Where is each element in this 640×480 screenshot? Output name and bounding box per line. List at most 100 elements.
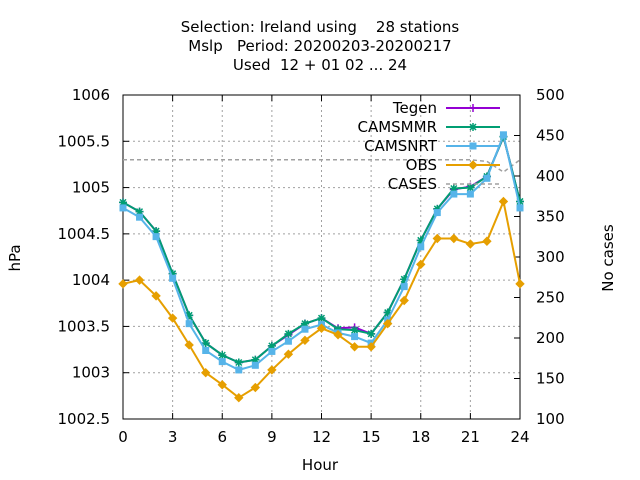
- data-point-camsmmr: [152, 227, 161, 236]
- data-point-camsnrt: [152, 233, 160, 241]
- data-point-camsmmr: [317, 314, 326, 323]
- y2-tick-label: 200: [536, 329, 565, 347]
- data-point-camsnrt: [450, 190, 458, 198]
- data-point-obs: [201, 368, 211, 378]
- x-tick-label: 0: [118, 428, 128, 446]
- data-point-obs: [118, 279, 128, 289]
- data-point-camsnrt: [119, 204, 127, 212]
- data-point-camsmmr: [466, 183, 475, 192]
- y2-tick-label: 150: [536, 370, 565, 388]
- data-point-camsnrt: [169, 274, 177, 282]
- x-tick-label: 18: [411, 428, 430, 446]
- data-point-obs: [316, 323, 327, 333]
- data-point-camsnrt: [218, 358, 226, 366]
- data-point-camsmmr: [119, 198, 127, 207]
- y2-axis-label: No cases: [599, 224, 617, 292]
- y2-tick-label: 300: [536, 248, 565, 266]
- title-line-3: Used 12 + 01 02 ... 24: [233, 56, 407, 74]
- data-point-camsmmr: [168, 269, 177, 278]
- axes: [122, 94, 521, 420]
- data-point-camsmmr: [449, 184, 458, 193]
- y2-tick-label: 250: [536, 289, 565, 307]
- x-tick-label: 15: [362, 428, 381, 446]
- legend-item-camsnrt: CAMSNRT: [364, 137, 500, 155]
- y-tick-label: 1003: [72, 364, 110, 382]
- series: [118, 131, 525, 403]
- chart-title: Selection: Ireland using 28 stations Msl…: [181, 18, 460, 74]
- data-point-camsnrt: [202, 346, 210, 354]
- data-point-camsnrt: [301, 325, 309, 333]
- data-point-obs: [482, 236, 492, 246]
- data-point-obs: [465, 239, 476, 249]
- title-line-2: Mslp Period: 20200203-20200217: [188, 37, 451, 55]
- data-point-camsmmr: [201, 339, 210, 348]
- data-point-camsmmr: [433, 204, 442, 213]
- legend-label-camsmmr: CAMSMMR: [357, 118, 437, 136]
- data-point-obs: [366, 342, 376, 352]
- data-point-camsmmr: [218, 351, 227, 360]
- data-point-obs: [498, 196, 509, 207]
- data-point-obs: [184, 340, 194, 350]
- y2-tick-label: 450: [536, 127, 565, 145]
- series-line-cases: [123, 159, 521, 173]
- legend-marker-camsnrt: [469, 142, 477, 150]
- y2-tick-label: 500: [536, 86, 565, 104]
- x-tick-label: 12: [312, 428, 331, 446]
- legend-item-tegen: Tegen: [392, 99, 500, 117]
- data-point-obs: [449, 233, 459, 244]
- y-tick-label: 1004.5: [58, 225, 111, 243]
- data-point-camsmmr: [367, 329, 376, 338]
- data-point-obs: [283, 349, 294, 359]
- title-line-1: Selection: Ireland using 28 stations: [181, 18, 460, 36]
- data-point-camsnrt: [400, 283, 408, 291]
- data-point-obs: [250, 382, 261, 393]
- data-point-camsmmr: [350, 326, 359, 335]
- data-point-camsmmr: [135, 207, 144, 216]
- x-tick-label: 9: [267, 428, 277, 446]
- data-point-obs: [515, 279, 525, 289]
- series-obs: [118, 196, 525, 403]
- y2-tick-label: 350: [536, 208, 565, 226]
- legend-marker-obs: [468, 160, 478, 170]
- legend-item-cases: CASES: [388, 175, 500, 193]
- data-point-camsmmr: [334, 325, 343, 334]
- data-point-obs: [432, 233, 442, 244]
- y-tick-label: 1004: [72, 271, 110, 289]
- grid: [123, 95, 520, 419]
- data-point-obs: [234, 393, 244, 403]
- data-point-camsnrt: [499, 131, 507, 139]
- y2-tick-label: 100: [536, 410, 565, 428]
- data-point-obs: [300, 335, 310, 346]
- data-point-obs: [217, 380, 227, 390]
- data-point-camsmmr: [516, 197, 524, 206]
- y-tick-label: 1005.5: [58, 132, 111, 150]
- legend-label-camsnrt: CAMSNRT: [364, 137, 438, 155]
- data-point-camsnrt: [417, 243, 425, 251]
- legend-marker-camsmmr: [469, 123, 477, 131]
- data-point-obs: [134, 275, 145, 285]
- legend-item-obs: OBS: [406, 156, 500, 174]
- data-point-obs: [151, 291, 161, 301]
- y-tick-label: 1003.5: [58, 317, 111, 335]
- y2-tick-label: 400: [536, 167, 565, 185]
- legend-item-camsmmr: CAMSMMR: [357, 118, 500, 136]
- data-point-obs: [399, 295, 409, 306]
- legend-label-tegen: Tegen: [392, 99, 437, 117]
- data-point-camsnrt: [251, 361, 259, 369]
- data-point-camsnrt: [268, 347, 276, 355]
- data-point-camsnrt: [516, 204, 524, 212]
- data-point-camsmmr: [284, 329, 293, 338]
- data-point-obs: [333, 330, 343, 340]
- data-point-camsnrt: [235, 366, 243, 374]
- data-point-obs: [416, 259, 426, 270]
- legend-marker-tegen: [469, 104, 477, 112]
- data-point-obs: [382, 318, 393, 329]
- x-tick-label: 6: [217, 428, 227, 446]
- data-point-camsnrt: [483, 174, 491, 182]
- x-tick-label: 3: [168, 428, 178, 446]
- data-point-obs: [167, 313, 178, 323]
- data-point-camsmmr: [185, 311, 194, 320]
- y-tick-label: 1002.5: [58, 410, 111, 428]
